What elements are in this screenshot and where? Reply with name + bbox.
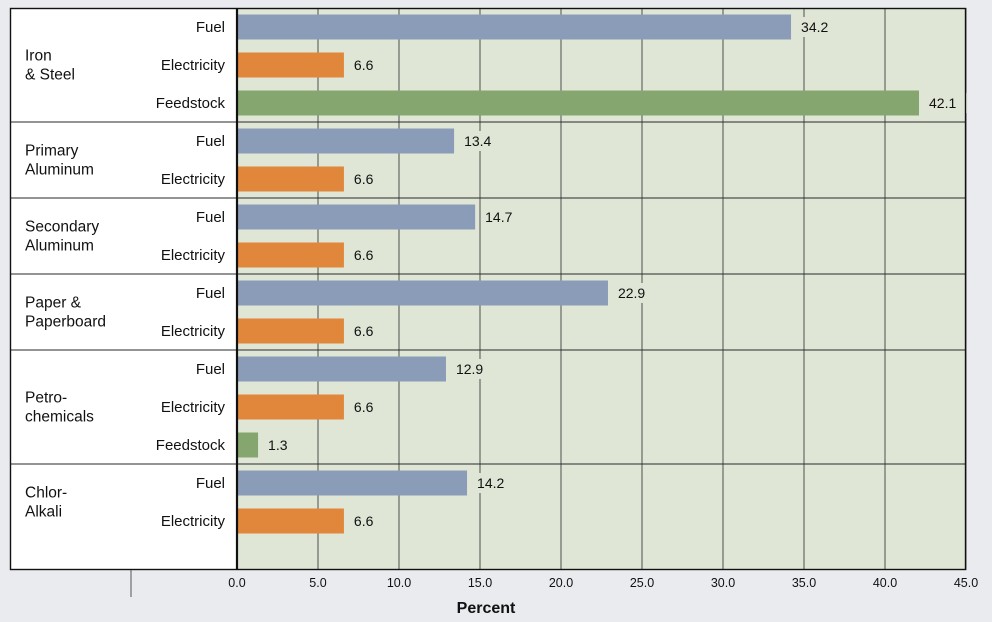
x-tick-label: 35.0: [792, 576, 816, 590]
value-label-background: [481, 207, 524, 227]
value-label-background: [349, 55, 384, 75]
industry-group-label: Aluminum: [25, 238, 94, 255]
industry-group-label: Paper &: [25, 295, 82, 312]
value-label: 6.6: [354, 399, 374, 415]
bar-fuel: [238, 280, 608, 306]
x-tick-label: 5.0: [309, 576, 326, 590]
industry-group-label: Secondary: [25, 219, 99, 236]
bar-category-label: Fuel: [196, 285, 225, 302]
value-label-background: [925, 93, 968, 113]
value-label: 22.9: [618, 285, 645, 301]
bar-category-label: Fuel: [196, 361, 225, 378]
x-tick-label: 20.0: [549, 576, 573, 590]
value-label: 34.2: [801, 19, 828, 35]
industry-group-label: Chlor-: [25, 485, 67, 502]
value-label: 6.6: [354, 513, 374, 529]
x-tick-label: 15.0: [468, 576, 492, 590]
value-label-background: [613, 283, 657, 303]
x-tick-label: 40.0: [873, 576, 897, 590]
bar-category-label: Electricity: [161, 323, 226, 340]
bar-fuel: [238, 204, 476, 230]
value-label-background: [349, 511, 384, 531]
industry-group-label: Aluminum: [25, 162, 94, 179]
bar-feedstock: [238, 432, 259, 458]
bar-electricity: [238, 242, 344, 268]
value-label: 6.6: [354, 323, 374, 339]
bar-fuel: [238, 14, 792, 40]
value-label-background: [451, 359, 495, 379]
industry-group-label: Iron: [25, 48, 52, 65]
label-panel: [10, 8, 237, 570]
bar-category-label: Electricity: [161, 171, 226, 188]
value-label: 42.1: [929, 95, 956, 111]
value-label-background: [349, 397, 384, 417]
value-label: 12.9: [456, 361, 483, 377]
value-label-background: [473, 473, 516, 493]
value-label-background: [797, 17, 840, 37]
bar-category-label: Fuel: [196, 133, 225, 150]
bar-category-label: Electricity: [161, 247, 226, 264]
value-label-background: [460, 131, 503, 151]
value-label-background: [349, 245, 384, 265]
x-tick-label: 45.0: [954, 576, 978, 590]
value-label-background: [264, 435, 298, 455]
x-tick-label: 25.0: [630, 576, 654, 590]
industry-group-label: Paperboard: [25, 314, 106, 331]
bar-category-label: Fuel: [196, 475, 225, 492]
bar-category-label: Electricity: [161, 57, 226, 74]
bar-electricity: [238, 52, 344, 78]
value-label-background: [349, 321, 384, 341]
x-tick-label: 0.0: [228, 576, 245, 590]
bar-electricity: [238, 318, 344, 344]
value-label: 6.6: [354, 57, 374, 73]
value-label: 1.3: [268, 437, 288, 453]
industry-group-label: & Steel: [25, 67, 75, 84]
bar-category-label: Feedstock: [156, 95, 226, 112]
bar-fuel: [238, 356, 446, 382]
x-tick-label: 30.0: [711, 576, 735, 590]
bar-feedstock: [238, 90, 920, 116]
value-label: 14.2: [477, 475, 504, 491]
value-label: 6.6: [354, 247, 374, 263]
value-label: 14.7: [485, 209, 512, 225]
x-axis-title: Percent: [457, 600, 516, 617]
bar-fuel: [238, 128, 455, 154]
value-label: 6.6: [354, 171, 374, 187]
bar-fuel: [238, 470, 468, 496]
x-tick-label: 10.0: [387, 576, 411, 590]
value-label-background: [349, 169, 384, 189]
bar-category-label: Electricity: [161, 399, 226, 416]
industry-group-label: Petro-: [25, 390, 67, 407]
industry-group-label: Alkali: [25, 504, 62, 521]
bar-category-label: Fuel: [196, 19, 225, 36]
bar-electricity: [238, 394, 344, 420]
bar-category-label: Fuel: [196, 209, 225, 226]
industry-group-label: chemicals: [25, 409, 94, 426]
value-label: 13.4: [464, 133, 491, 149]
bar-electricity: [238, 166, 344, 192]
bar-electricity: [238, 508, 344, 534]
industry-group-label: Primary: [25, 143, 79, 160]
bar-category-label: Electricity: [161, 513, 226, 530]
chart-frame: [9, 7, 967, 571]
bar-category-label: Feedstock: [156, 437, 226, 454]
